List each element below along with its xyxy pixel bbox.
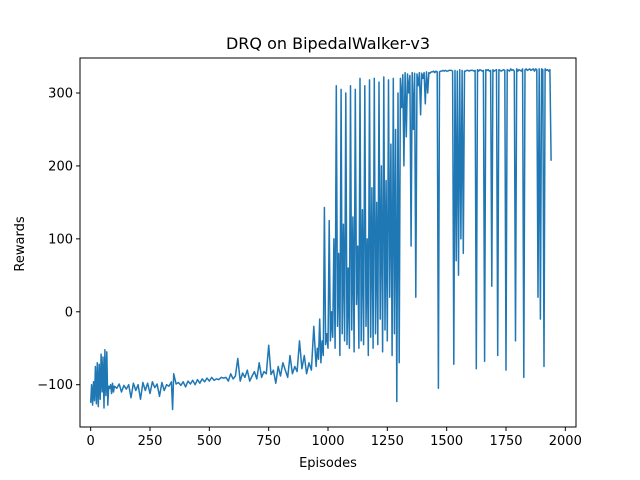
x-tick-label: 750 xyxy=(256,434,281,449)
y-axis-label: Rewards xyxy=(13,216,28,271)
x-tick-label: 1000 xyxy=(311,434,344,449)
y-tick-label: 200 xyxy=(48,159,73,174)
x-axis: 0 250 500 750 1000 1250 1500 1750 2000 xyxy=(87,427,582,449)
y-tick-label: −100 xyxy=(37,378,73,393)
plot-frame xyxy=(79,57,577,428)
x-tick-label: 500 xyxy=(197,434,222,449)
chart-title: DRQ on BipedalWalker-v3 xyxy=(226,34,430,53)
y-tick-label: 300 xyxy=(48,87,73,102)
y-tick-label: 100 xyxy=(48,232,73,247)
series-line-0 xyxy=(89,68,552,411)
x-tick-label: 1500 xyxy=(430,434,463,449)
x-tick-label: 250 xyxy=(138,434,163,449)
plot-area xyxy=(79,57,577,428)
x-tick-label: 1250 xyxy=(371,434,404,449)
x-tick-label: 1750 xyxy=(489,434,522,449)
x-tick-label: 2000 xyxy=(549,434,582,449)
y-tick-label: 0 xyxy=(65,305,73,320)
y-axis: −100 0 100 200 300 xyxy=(37,87,80,393)
x-axis-label: Episodes xyxy=(299,456,357,471)
x-tick-label: 0 xyxy=(87,434,95,449)
